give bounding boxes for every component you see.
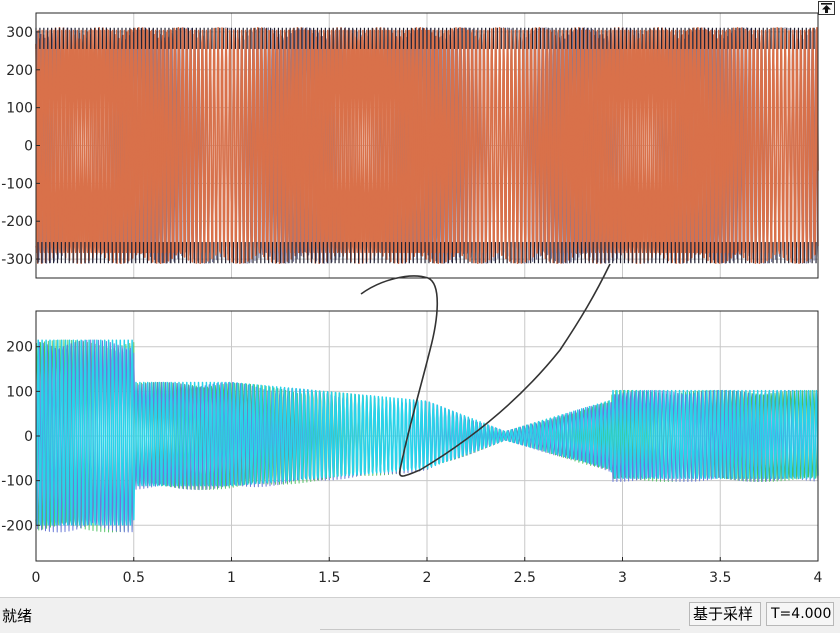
y-tick-label: 200 [6, 63, 33, 79]
y-tick-label: -200 [1, 214, 33, 230]
top-axes: 300 200 100 0 -100 -200 -300 [1, 12, 819, 279]
y-tick-label: 100 [6, 101, 33, 117]
status-bar: 就绪 基于采样 T=4.000 [0, 597, 840, 633]
waveform-trace-3 [35, 29, 819, 254]
y-tick-label: 300 [6, 25, 33, 41]
simulation-time-indicator: T=4.000 [766, 602, 834, 626]
bottom-axes: 200 100 0 -100 -200 0 0.5 1 1.5 2 2.5 3 3.5 4 [1, 310, 823, 586]
y-tick-label: -100 [1, 176, 33, 192]
y-tick-label: -300 [1, 252, 33, 268]
y-tick-label: 0 [24, 139, 33, 155]
y-tick-label: -100 [1, 474, 33, 490]
scope-window: 300 200 100 0 -100 -200 -300 200 100 0 -100 -200 0 0… [0, 0, 840, 597]
restore-layout-button[interactable] [818, 1, 835, 15]
x-tick-label: 1 [227, 570, 236, 586]
x-tick-label: 0.5 [123, 570, 145, 586]
y-tick-label: -200 [1, 518, 33, 534]
y-tick-label: 0 [24, 429, 33, 445]
y-tick-label: 200 [6, 340, 33, 356]
handwritten-annotation-stroke [360, 263, 611, 477]
x-tick-label: 1.5 [318, 570, 340, 586]
scope-plot-canvas: 300 200 100 0 -100 -200 -300 200 100 0 -100 -200 0 0… [1, 12, 823, 586]
y-tick-label: 100 [6, 384, 33, 400]
x-tick-label: 2.5 [514, 570, 536, 586]
x-tick-label: 2 [423, 570, 432, 586]
x-tick-label: 0 [32, 570, 41, 586]
status-bar-separator [320, 629, 680, 633]
sample-mode-indicator: 基于采样 [689, 602, 761, 626]
x-tick-label: 3.5 [709, 570, 731, 586]
status-text: 就绪 [2, 607, 33, 625]
x-tick-label: 4 [814, 570, 823, 586]
pin-up-arrow-icon [821, 3, 832, 13]
x-tick-label: 3 [618, 570, 627, 586]
